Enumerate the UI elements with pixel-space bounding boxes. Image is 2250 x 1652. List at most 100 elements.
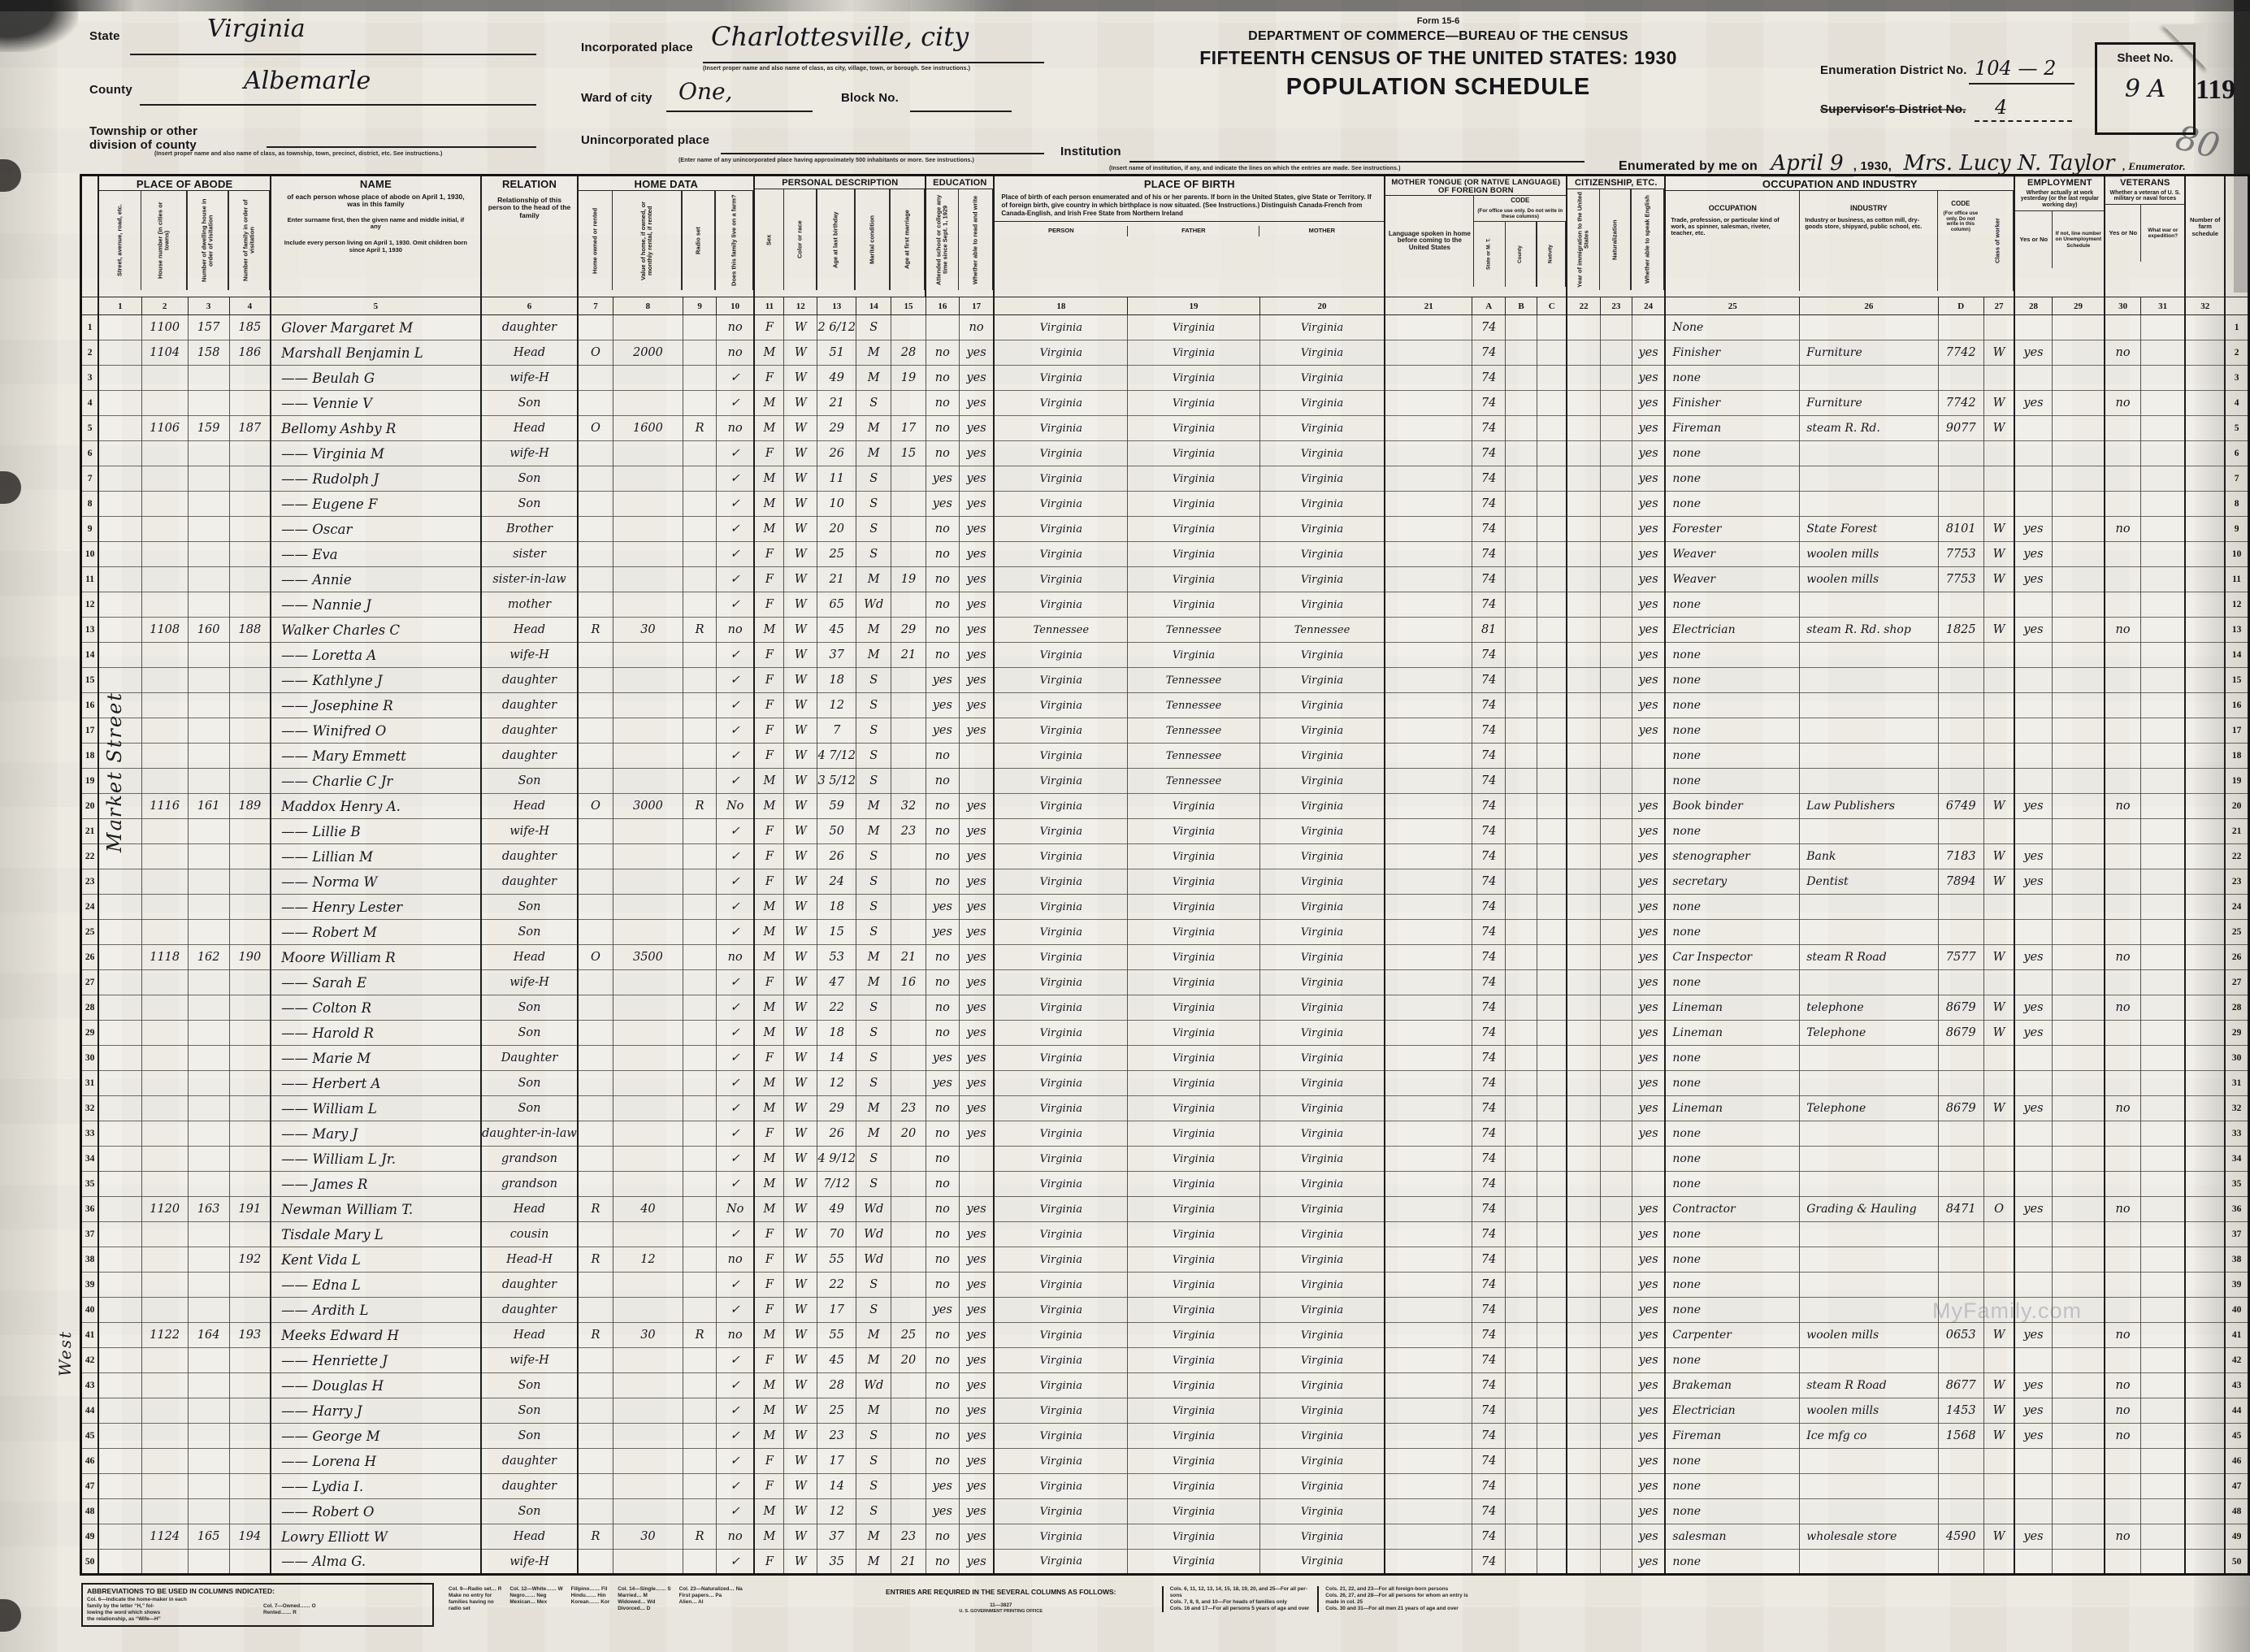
cell: 8679	[1938, 1020, 1984, 1046]
cell: W	[1983, 566, 2016, 592]
cell: no	[926, 592, 960, 618]
line-number: 33	[2225, 1121, 2250, 1147]
cell	[1385, 340, 1473, 366]
cell	[2140, 793, 2187, 819]
cell	[1567, 516, 1601, 542]
cell	[2185, 995, 2226, 1021]
cell: Virginia	[994, 1372, 1129, 1398]
cell	[1600, 365, 1632, 391]
cell	[2140, 566, 2187, 592]
cell: Furniture	[1799, 390, 1939, 416]
column-number: 31	[2139, 297, 2187, 315]
cell	[98, 692, 142, 718]
cell: yes	[959, 1347, 995, 1373]
cell: 74	[1472, 1524, 1507, 1550]
cell	[578, 1221, 613, 1247]
cell	[2140, 1322, 2187, 1348]
line-number: 39	[80, 1272, 100, 1298]
cell	[1938, 1070, 1984, 1096]
cell	[98, 314, 142, 340]
cell: 21	[817, 566, 857, 592]
cell	[1799, 1498, 1939, 1524]
cell	[1567, 440, 1601, 466]
cell: W	[783, 1121, 818, 1147]
cell	[1537, 1070, 1568, 1096]
cell	[2105, 894, 2141, 920]
cell	[98, 1498, 142, 1524]
cell: M	[754, 1171, 785, 1197]
line-number: 22	[2225, 843, 2250, 869]
cell: Virginia	[994, 1121, 1129, 1147]
cell: Virginia	[1259, 1121, 1386, 1147]
cell: 74	[1472, 1272, 1507, 1298]
cell: F	[754, 1347, 785, 1373]
cell: S	[856, 466, 892, 492]
cell	[141, 1347, 189, 1373]
cell: F	[754, 969, 785, 995]
cell: yes	[959, 541, 995, 567]
cell	[2185, 566, 2226, 592]
cell: 191	[229, 1196, 272, 1222]
cell: R	[578, 617, 613, 643]
cell: —— Alma G.	[271, 1549, 482, 1575]
cell: 70	[817, 1221, 857, 1247]
cell	[2105, 718, 2141, 744]
cell: secretary	[1665, 869, 1801, 895]
cell: W	[1983, 516, 2016, 542]
cell: no	[926, 516, 960, 542]
cell	[1983, 818, 2016, 844]
cell	[2140, 1448, 2187, 1474]
cell: W	[783, 1372, 818, 1398]
cell	[683, 642, 717, 668]
cell	[683, 1221, 717, 1247]
cell	[959, 768, 995, 794]
cell	[683, 1549, 717, 1575]
cell	[1567, 995, 1601, 1021]
cell	[891, 1171, 926, 1197]
cell: Dentist	[1799, 869, 1939, 895]
cell	[1537, 969, 1568, 995]
cell	[613, 592, 684, 618]
occupation-industry-header: OCCUPATION AND INDUSTRY OCCUPATION Trade…	[1664, 175, 2016, 297]
cell: Newman William T.	[271, 1196, 482, 1222]
cell	[1537, 314, 1568, 340]
cell: W	[783, 541, 818, 567]
cell: F	[754, 1473, 785, 1499]
cell: 7894	[1938, 869, 1984, 895]
cell	[1600, 541, 1632, 567]
cell	[2052, 1372, 2106, 1398]
cell	[98, 793, 142, 819]
cell	[2105, 919, 2141, 945]
cell: ✓	[716, 491, 756, 517]
cell	[1385, 919, 1473, 945]
cell	[1567, 869, 1601, 895]
cell	[1600, 1045, 1632, 1071]
line-number: 17	[80, 718, 100, 744]
line-number: 21	[2225, 818, 2250, 844]
cell: ✓	[716, 1297, 756, 1323]
county-value: Albemarle	[244, 67, 371, 95]
cell: Weaver	[1665, 541, 1801, 567]
cell: none	[1665, 1221, 1801, 1247]
cell	[229, 1448, 272, 1474]
cell: yes	[959, 617, 995, 643]
cell	[683, 365, 717, 391]
cell	[1983, 1473, 2016, 1499]
cell: 23	[891, 818, 926, 844]
cell	[1567, 1045, 1601, 1071]
cell: 4590	[1938, 1524, 1984, 1550]
cell	[188, 667, 230, 693]
veterans-note: Whether a veteran of U. S. military or n…	[2109, 189, 2181, 202]
schedule-title: POPULATION SCHEDULE	[1285, 74, 1591, 100]
line-number: 14	[80, 642, 100, 668]
cell: 20	[891, 1347, 926, 1373]
cell	[188, 969, 230, 995]
cell	[1537, 667, 1568, 693]
cell: yes	[1632, 340, 1667, 366]
cell	[1385, 869, 1473, 895]
cell: 74	[1472, 541, 1507, 567]
cell: Glover Margaret M	[271, 314, 482, 340]
cell	[683, 440, 717, 466]
